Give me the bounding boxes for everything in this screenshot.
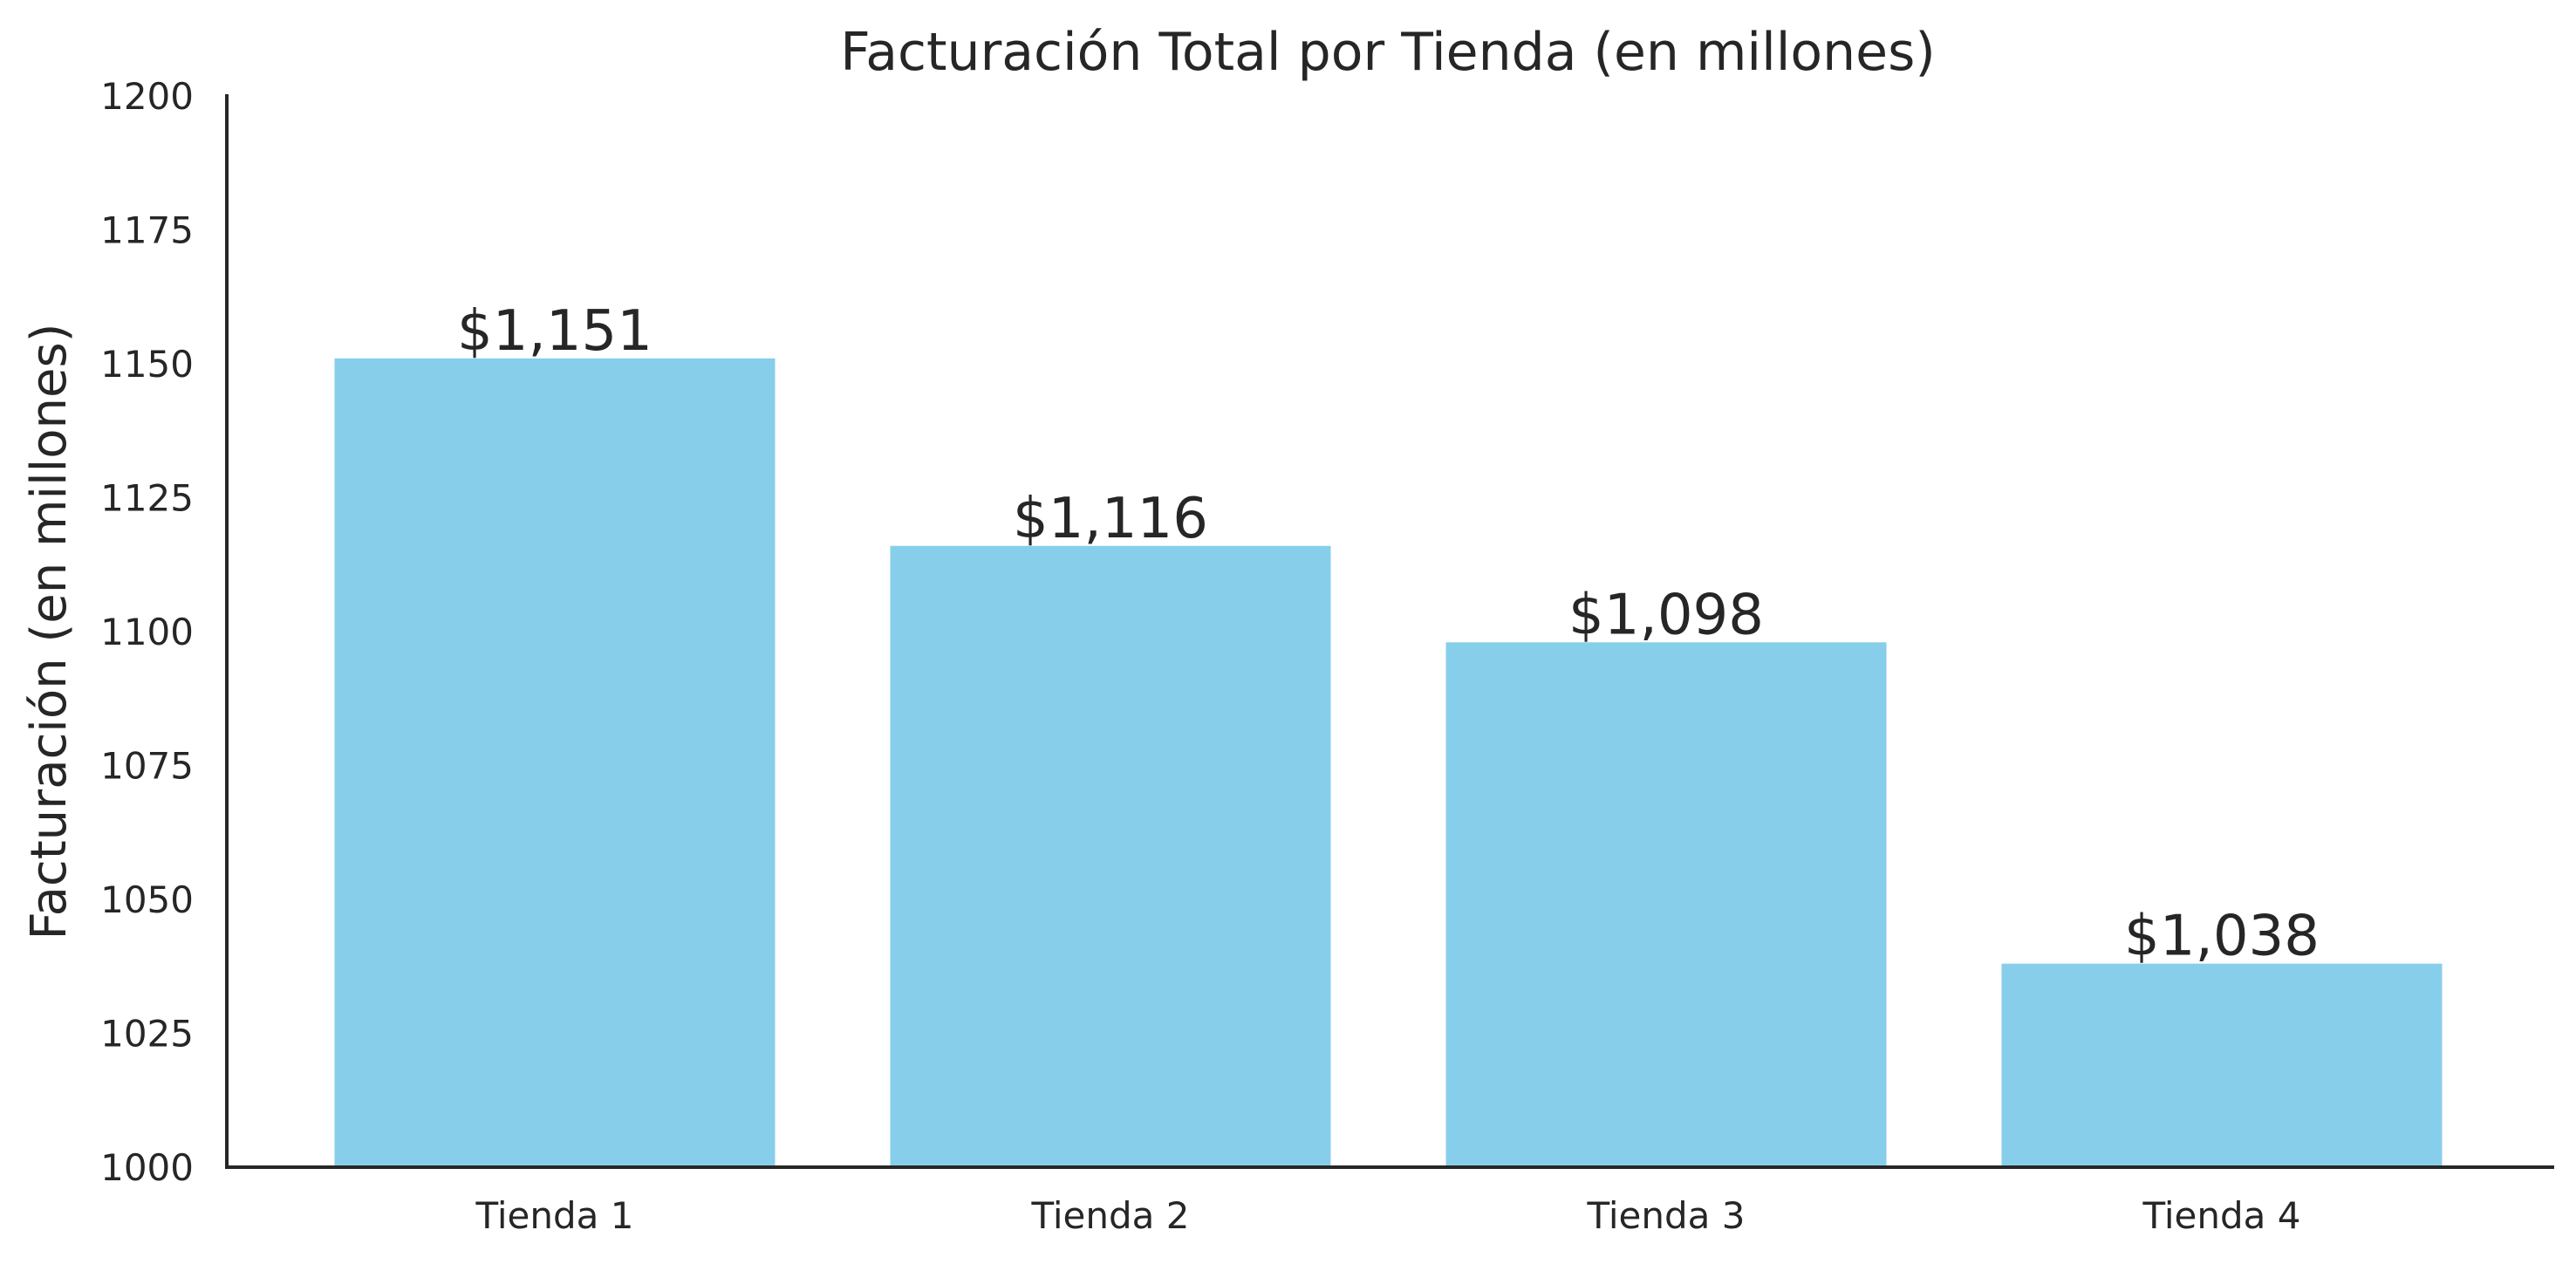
bar xyxy=(890,545,1331,1167)
y-tick-label: 1150 xyxy=(100,343,194,386)
chart-title: Facturación Total por Tienda (en millone… xyxy=(840,22,1936,83)
bar xyxy=(2001,963,2443,1167)
x-tick-label: Tienda 3 xyxy=(1587,1194,1746,1237)
bar xyxy=(334,358,776,1167)
x-tick-label: Tienda 1 xyxy=(475,1194,634,1237)
bar xyxy=(1445,642,1887,1167)
y-tick-label: 1100 xyxy=(100,611,194,653)
y-tick-label: 1200 xyxy=(100,75,194,118)
y-tick-label: 1000 xyxy=(100,1146,194,1189)
y-tick-label: 1175 xyxy=(100,209,194,252)
x-tick-label: Tienda 4 xyxy=(2142,1194,2301,1237)
plot-area: 1000 1025 1050 1075 1100 1125 1150 1175 1200 $1,1… xyxy=(100,75,2443,1237)
y-axis-label: Facturación (en millones) xyxy=(21,324,78,940)
y-tick-label: 1125 xyxy=(100,477,194,520)
x-tick-label: Tienda 2 xyxy=(1031,1194,1190,1237)
y-tick-label: 1025 xyxy=(100,1013,194,1056)
y-tick-label: 1050 xyxy=(100,878,194,921)
bar-value-label: $1,151 xyxy=(457,299,653,364)
bar-value-label: $1,116 xyxy=(1013,487,1208,551)
bar-value-label: $1,098 xyxy=(1568,583,1764,647)
y-tick-label: 1075 xyxy=(100,745,194,788)
bar-value-label: $1,038 xyxy=(2124,905,2320,969)
